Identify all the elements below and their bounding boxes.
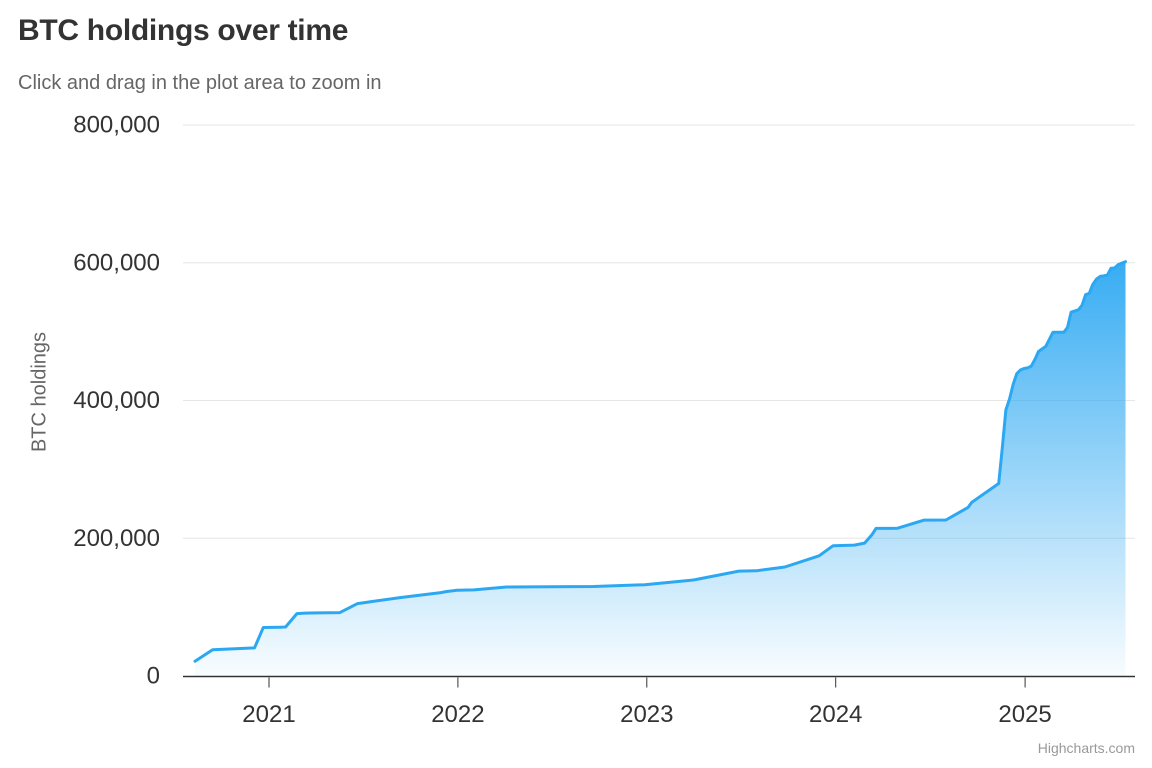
x-axis-label: 2023 (620, 701, 673, 728)
y-axis-label: 0 (147, 663, 160, 690)
x-axis-label: 2021 (242, 701, 295, 728)
y-axis-label: 200,000 (73, 525, 160, 552)
y-axis-title: BTC holdings (28, 331, 51, 453)
y-axis-label: 600,000 (73, 249, 160, 276)
chart-title: BTC holdings over time (18, 14, 349, 47)
plot-area[interactable] (183, 115, 1135, 676)
chart-subtitle: Click and drag in the plot area to zoom … (18, 72, 382, 94)
series-area (195, 261, 1126, 676)
series-line (193, 260, 1127, 663)
x-axis-label: 2022 (431, 701, 484, 728)
y-axis-label: 400,000 (73, 387, 160, 414)
x-axis-label: 2024 (809, 701, 862, 728)
highcharts-credits-link[interactable]: Highcharts.com (1037, 740, 1135, 756)
x-axis-label: 2025 (998, 701, 1051, 728)
y-axis-label: 800,000 (73, 112, 160, 139)
